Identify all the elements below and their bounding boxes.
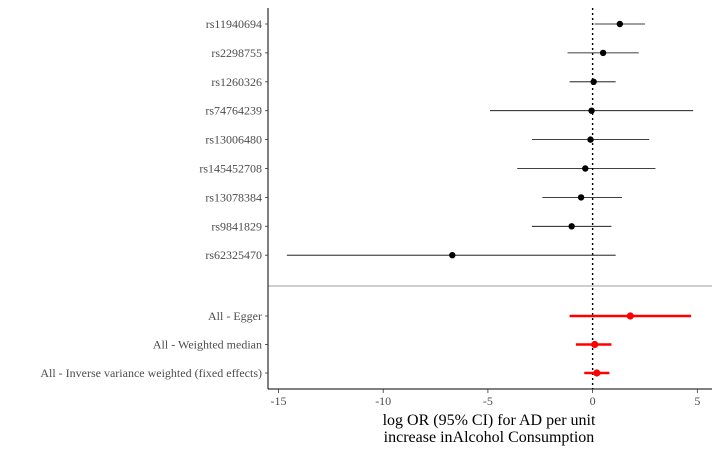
x-axis-title-line-2: increase inAlcohol Consumption [384, 429, 595, 446]
snp-point-2 [590, 78, 597, 86]
x-tick-label-3: 0 [590, 394, 596, 408]
summary-label-0: All - Egger [208, 309, 262, 323]
snp-label-6: rs13078384 [205, 190, 262, 204]
snp-label-4: rs13006480 [205, 133, 262, 147]
snp-point-0 [616, 20, 624, 28]
summary-label-1: All - Weighted median [153, 338, 262, 352]
snp-point-3 [588, 107, 595, 114]
snp-label-3: rs74764239 [205, 104, 262, 118]
snp-label-2: rs1260326 [211, 75, 262, 89]
snp-point-4 [587, 136, 594, 143]
summary-point-0 [626, 312, 634, 320]
snp-label-8: rs62325470 [205, 248, 262, 262]
snp-point-8 [449, 252, 456, 259]
x-tick-label-4: 5 [694, 394, 700, 408]
snp-point-7 [568, 223, 575, 230]
snp-label-5: rs145452708 [199, 162, 262, 176]
snp-point-6 [577, 194, 585, 201]
snp-point-5 [582, 165, 589, 172]
y-axis-labels: rs11940694 rs2298755 rs1260326 rs74764239 rs… [40, 17, 268, 380]
x-tick-label-0: -15 [270, 394, 286, 408]
summary-point-2 [593, 369, 601, 377]
snp-label-1: rs2298755 [211, 46, 262, 60]
x-axis-title-line-1: log OR (95% CI) for AD per unit [383, 412, 596, 429]
x-tick-label-1: -10 [375, 394, 391, 408]
snp-label-7: rs9841829 [211, 219, 262, 233]
x-tick-label-2: -5 [483, 394, 493, 408]
snp-label-0: rs11940694 [206, 17, 262, 31]
plot-area [267, 8, 712, 390]
x-axis-ticks: -15 -10 -5 0 5 [270, 389, 700, 408]
snp-point-1 [599, 49, 607, 57]
summary-point-1 [591, 340, 599, 349]
summary-label-2: All - Inverse variance weighted (fixed e… [40, 366, 262, 380]
